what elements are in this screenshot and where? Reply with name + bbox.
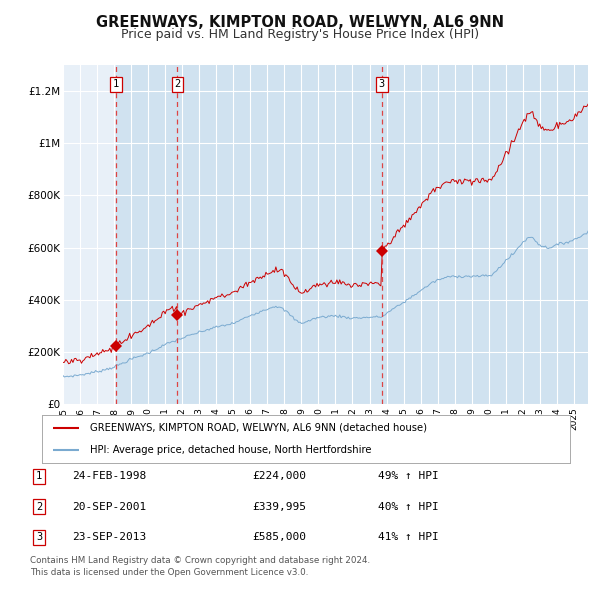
Text: Contains HM Land Registry data © Crown copyright and database right 2024.
This d: Contains HM Land Registry data © Crown c… (30, 556, 370, 577)
Bar (178, 65, 382, 404)
Text: 23-SEP-2013: 23-SEP-2013 (72, 533, 146, 542)
Text: GREENWAYS, KIMPTON ROAD, WELWYN, AL6 9NN: GREENWAYS, KIMPTON ROAD, WELWYN, AL6 9NN (96, 15, 504, 30)
Text: 1: 1 (36, 471, 42, 481)
Text: 2: 2 (175, 80, 181, 90)
Text: 20-SEP-2001: 20-SEP-2001 (72, 502, 146, 512)
Text: 24-FEB-1998: 24-FEB-1998 (72, 471, 146, 481)
Text: 1: 1 (113, 80, 119, 90)
Text: 40% ↑ HPI: 40% ↑ HPI (378, 502, 439, 512)
Text: 49% ↑ HPI: 49% ↑ HPI (378, 471, 439, 481)
Text: 2: 2 (36, 502, 42, 512)
Bar (116, 65, 178, 404)
Text: 41% ↑ HPI: 41% ↑ HPI (378, 533, 439, 542)
Text: £339,995: £339,995 (252, 502, 306, 512)
Bar (574, 65, 588, 404)
Text: HPI: Average price, detached house, North Hertfordshire: HPI: Average price, detached house, Nort… (89, 445, 371, 455)
Text: Price paid vs. HM Land Registry's House Price Index (HPI): Price paid vs. HM Land Registry's House … (121, 28, 479, 41)
Text: 3: 3 (379, 80, 385, 90)
Text: GREENWAYS, KIMPTON ROAD, WELWYN, AL6 9NN (detached house): GREENWAYS, KIMPTON ROAD, WELWYN, AL6 9NN… (89, 423, 427, 433)
Text: 3: 3 (36, 533, 42, 542)
Text: £585,000: £585,000 (252, 533, 306, 542)
Text: £224,000: £224,000 (252, 471, 306, 481)
Bar (382, 65, 588, 404)
